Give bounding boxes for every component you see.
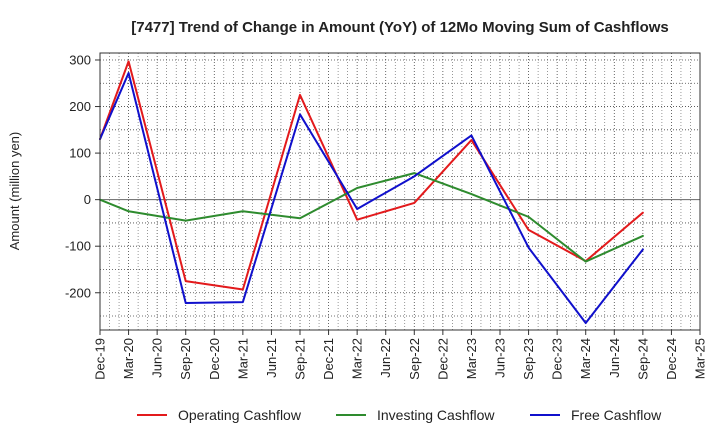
legend-label: Operating Cashflow (178, 407, 302, 423)
x-tick-label: Mar-22 (350, 338, 365, 379)
series-lines (99, 60, 644, 325)
x-tick-label: Dec-19 (93, 338, 108, 380)
x-tick-label: Dec-22 (435, 338, 450, 380)
x-tick-label: Mar-21 (235, 338, 250, 379)
x-tick-label: Jun-22 (378, 338, 393, 378)
x-tick-label: Dec-24 (664, 338, 679, 380)
grid (100, 53, 700, 330)
x-tick-label: Sep-20 (178, 338, 193, 380)
axes: 300 200 100 0 -100 -200 Dec-19 Mar-20 Jun-20 Sep-… (65, 52, 708, 379)
series-line-investing-cashflow (99, 172, 644, 263)
series-line-operating-cashflow (99, 60, 644, 291)
x-tick-label: Mar-23 (464, 338, 479, 379)
x-tick-label: Jun-23 (493, 338, 508, 378)
x-tick-label: Jun-24 (607, 338, 622, 378)
x-tick-label: Jun-20 (150, 338, 165, 378)
x-tick-label: Dec-21 (321, 338, 336, 380)
legend: Operating Cashflow Investing Cashflow Free… (137, 407, 662, 423)
chart-title: [7477] Trend of Change in Amount (YoY) o… (131, 19, 669, 36)
plot-frame (99, 52, 701, 331)
y-tick-label: -100 (65, 239, 91, 254)
y-tick-label: 200 (69, 99, 91, 114)
y-tick-label: -200 (65, 285, 91, 300)
x-tick-label: Mar-25 (693, 338, 708, 379)
y-axis-label: Amount (million yen) (7, 132, 22, 251)
x-tick-label: Dec-23 (550, 338, 565, 380)
y-tick-label: 300 (69, 52, 91, 67)
x-tick-label: Mar-24 (578, 338, 593, 379)
x-tick-label: Sep-24 (635, 338, 650, 380)
x-tick-label: Dec-20 (207, 338, 222, 380)
x-tick-label: Sep-22 (407, 338, 422, 380)
series-line-free-cashflow (99, 72, 644, 325)
x-tick-label: Sep-23 (521, 338, 536, 380)
x-tick-label: Mar-20 (121, 338, 136, 379)
legend-label: Investing Cashflow (377, 407, 495, 423)
y-tick-label: 0 (84, 192, 91, 207)
legend-label: Free Cashflow (571, 407, 662, 423)
x-tick-label: Sep-21 (293, 338, 308, 380)
y-tick-label: 100 (69, 146, 91, 161)
x-tick-label: Jun-21 (264, 338, 279, 378)
